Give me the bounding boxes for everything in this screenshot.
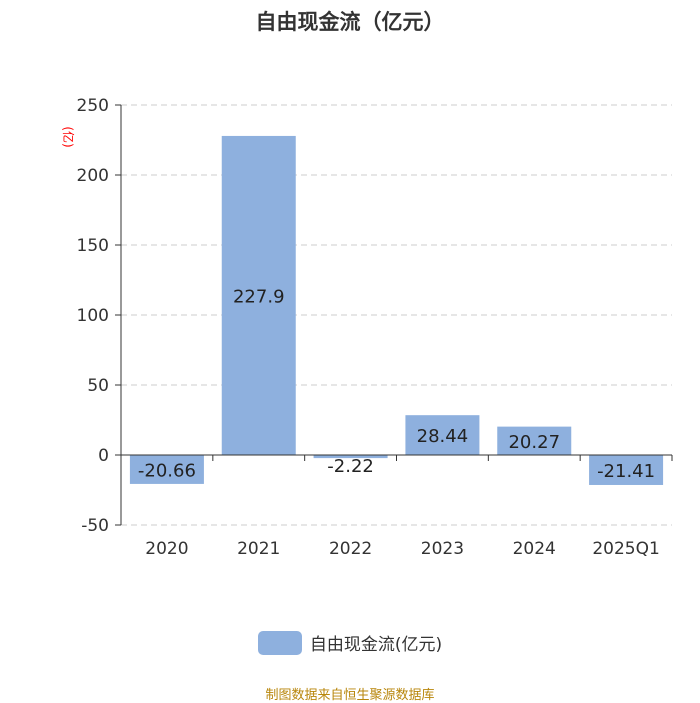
y-tick-label: 150 <box>77 236 109 256</box>
y-tick-label: 0 <box>98 446 109 466</box>
gridlines <box>121 104 672 526</box>
x-tick-label: 2025Q1 <box>592 539 659 559</box>
labels: -50 0 50 100 150 200 250(亿) -20.66 2020 227.9 2021… <box>61 96 660 559</box>
data-label-2021: 227.9 <box>233 286 285 307</box>
bars <box>129 135 664 485</box>
y-tick-label: 200 <box>77 166 109 186</box>
chart-title: 自由现金流（亿元） <box>255 10 445 34</box>
x-tick-label: 2022 <box>329 539 372 559</box>
bar-2020 <box>129 455 204 484</box>
legend[interactable]: 自由现金流(亿元) <box>0 630 700 655</box>
y-tick-label: -50 <box>81 516 109 536</box>
data-label-2020: -20.66 <box>138 460 196 481</box>
data-label-2023: 28.44 <box>417 426 469 447</box>
x-tick-label: 2024 <box>513 539 556 559</box>
data-label-2022: -2.22 <box>327 456 374 477</box>
x-tick-label: 2020 <box>145 539 188 559</box>
data-label-2025Q1: -21.41 <box>597 461 655 482</box>
axes <box>115 104 673 526</box>
source-note: 制图数据来自恒生聚源数据库 <box>265 688 435 703</box>
y-tick-label: 50 <box>87 376 109 396</box>
legend-swatch <box>257 630 302 655</box>
bar-2022 <box>313 455 388 459</box>
y-axis-unit-label: (亿) <box>61 126 76 147</box>
bar-2024 <box>497 426 572 455</box>
bar-2025Q1 <box>589 455 664 485</box>
legend-label: 自由现金流(亿元) <box>309 635 443 655</box>
x-tick-label: 2021 <box>237 539 280 559</box>
bar-2023 <box>405 415 480 455</box>
data-label-2024: 20.27 <box>508 432 560 453</box>
y-tick-label: 100 <box>77 306 109 326</box>
y-tick-label: 250 <box>77 96 109 116</box>
bar-2021 <box>221 135 296 455</box>
x-tick-label: 2023 <box>421 539 464 559</box>
